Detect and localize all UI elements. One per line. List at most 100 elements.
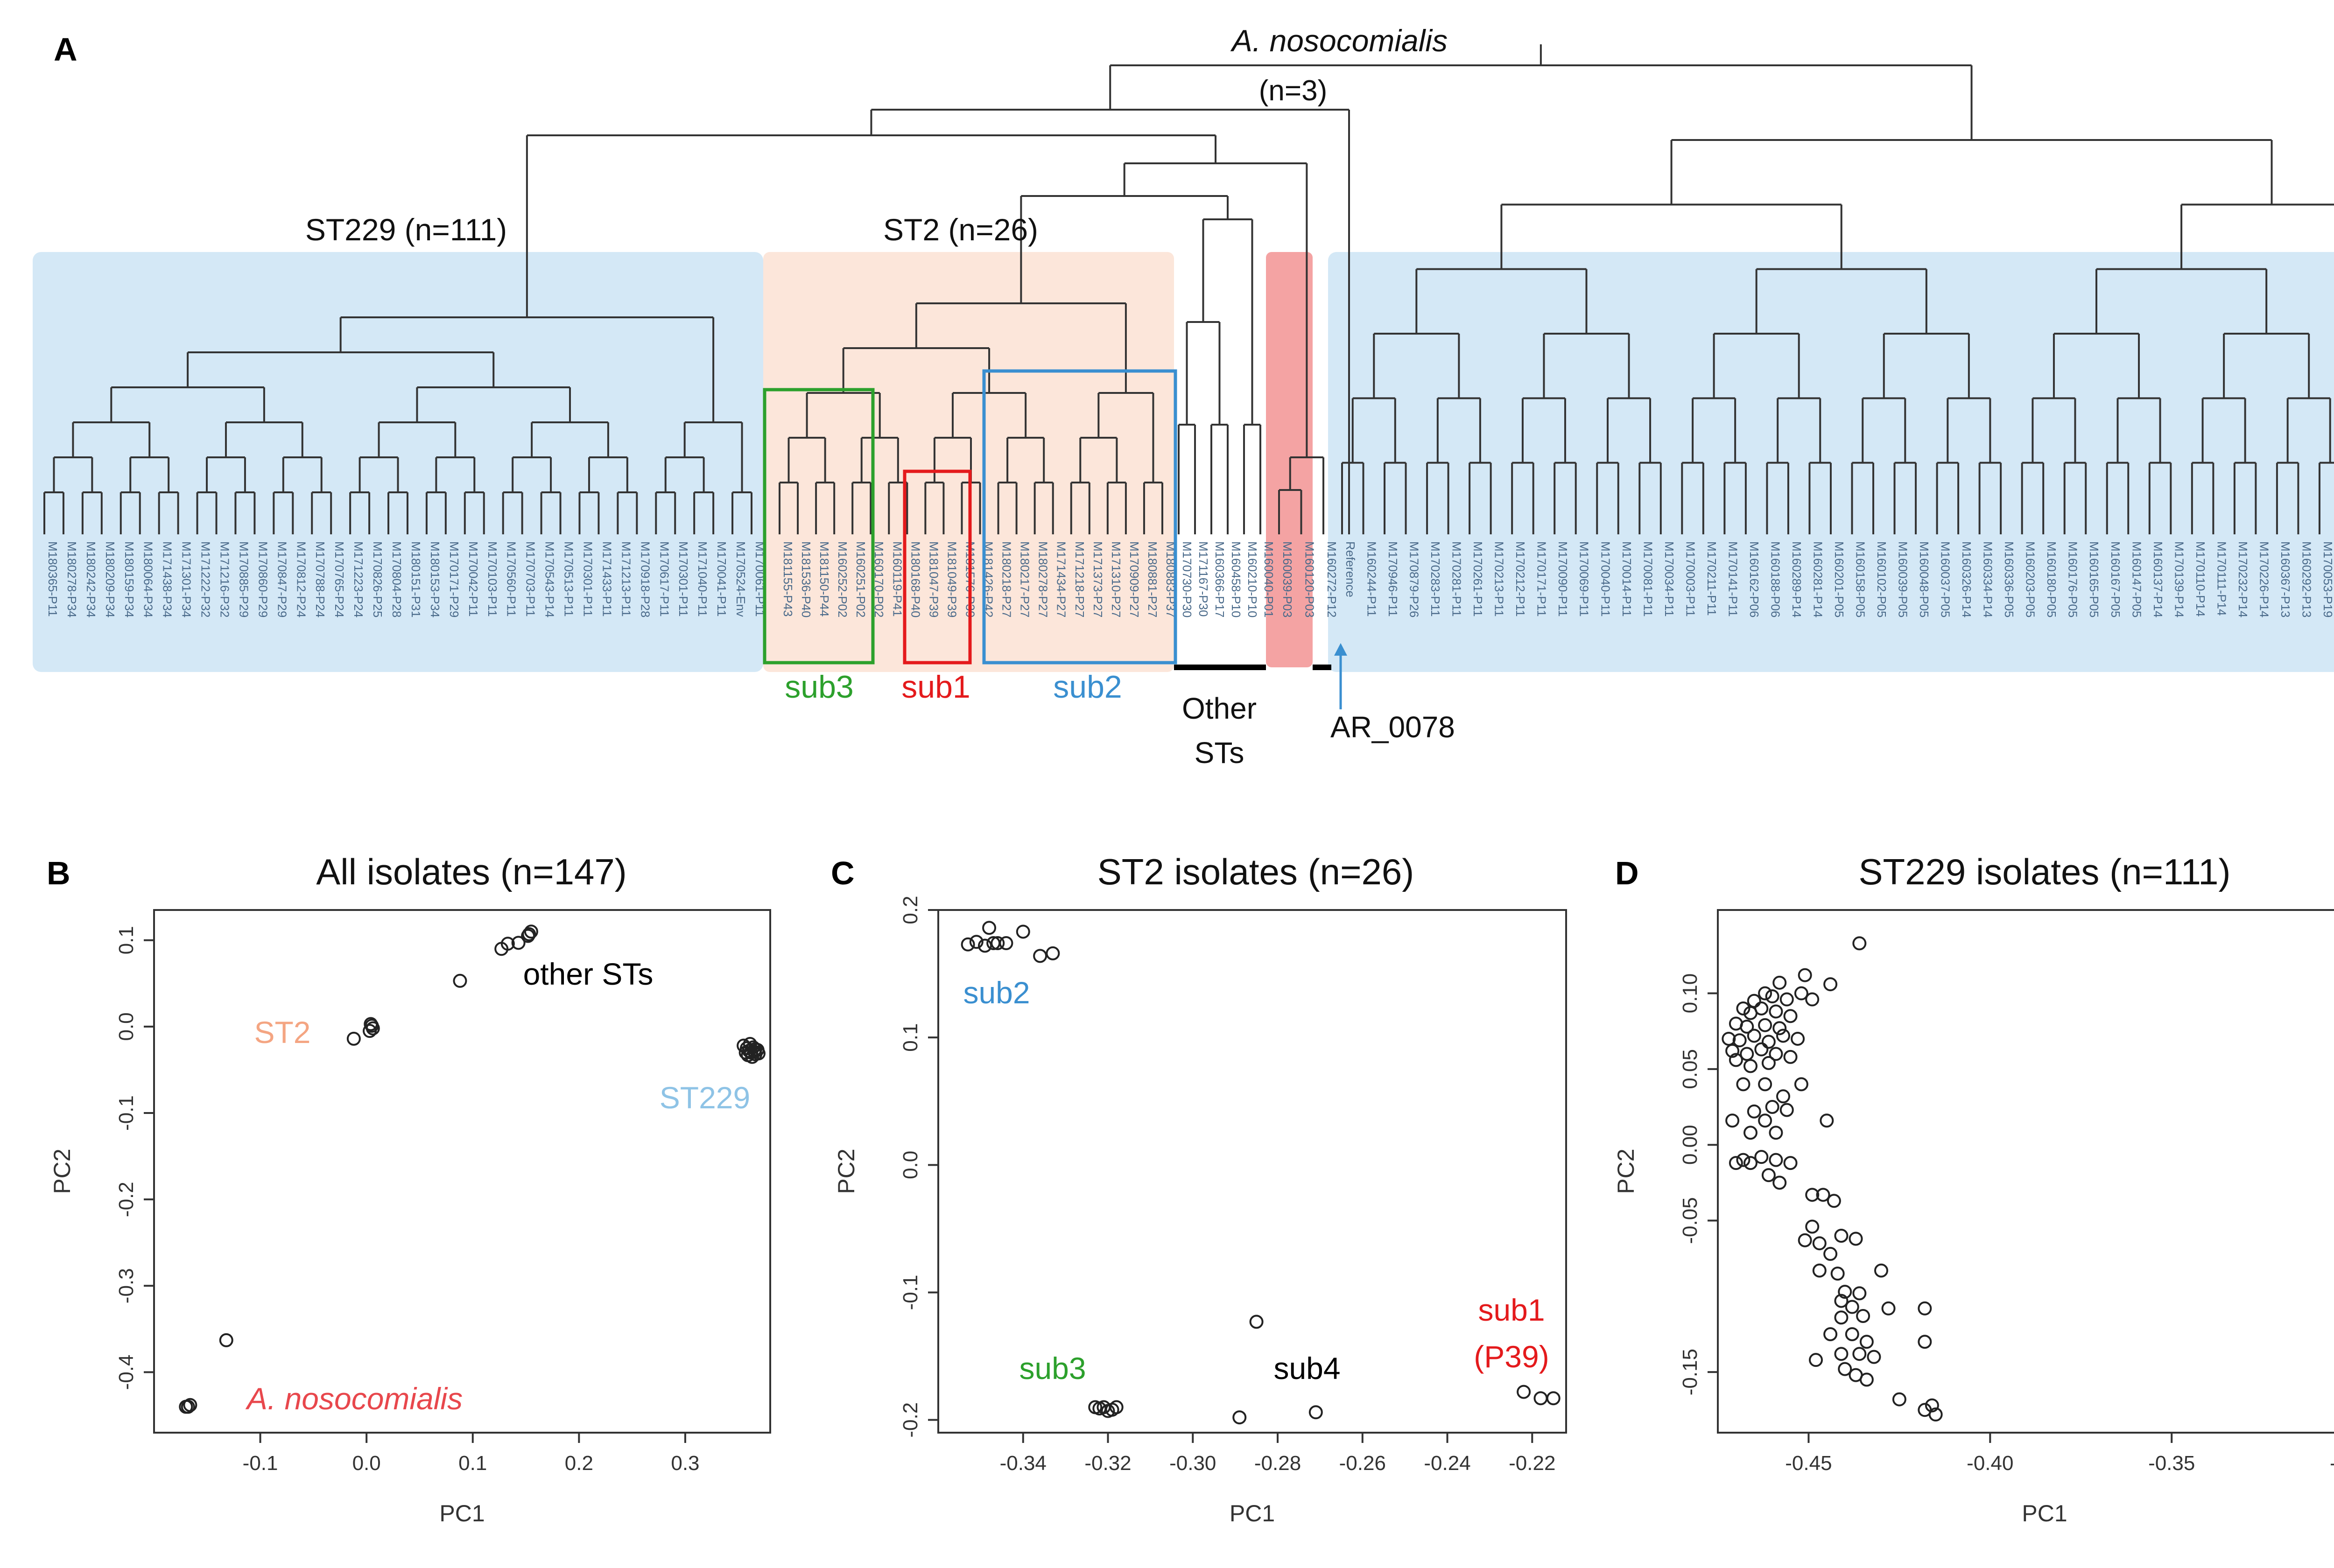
tip-st2-label: M170909-P27 bbox=[1127, 541, 1141, 617]
panel-d-point bbox=[1823, 977, 1838, 992]
panel-d-point bbox=[1845, 1327, 1859, 1341]
tip-st229-right-label: M160292-P13 bbox=[2299, 541, 2313, 617]
panel-d-x-tick-label: -0.30 bbox=[2330, 1452, 2334, 1475]
panel-c-point bbox=[1308, 1405, 1323, 1420]
panel-c-plot-frame bbox=[937, 909, 1567, 1434]
panel-d-point bbox=[1918, 1335, 1932, 1349]
panel-d-point bbox=[1838, 1362, 1852, 1376]
tip-st229-left-label: M170765-P24 bbox=[332, 541, 346, 617]
panel-b-point bbox=[511, 936, 526, 950]
ar-0078-label: AR_0078 bbox=[1330, 710, 1455, 744]
tip-st229-right-label: M160367-P13 bbox=[2278, 541, 2292, 617]
panel-c-title: ST2 isolates (n=26) bbox=[1097, 851, 1414, 892]
panel-d-plot-frame bbox=[1717, 909, 2334, 1434]
panel-d-point bbox=[1769, 1004, 1783, 1019]
tip-st229-right-label: M160039-P05 bbox=[1896, 541, 1910, 617]
panel-c-point bbox=[991, 936, 1005, 951]
panel-d-letter: D bbox=[1615, 855, 1639, 891]
panel-c-point bbox=[1033, 949, 1047, 963]
tip-st229-left-label: M170804-P28 bbox=[390, 541, 404, 617]
tip-st2-label: M171373-P27 bbox=[1091, 541, 1105, 617]
tip-st229-left-label: M170703-P11 bbox=[524, 541, 538, 616]
tip-st2-label: M171218-P27 bbox=[1073, 541, 1087, 617]
panel-b-scatter: B All isolates (n=147) -0.1 0.0 0.1 0.2 0.3 0… bbox=[47, 851, 771, 1526]
panel-b-y-tick-label: -0.3 bbox=[115, 1268, 138, 1303]
panel-d-point bbox=[1754, 1042, 1769, 1057]
panel-d-point bbox=[1834, 1310, 1849, 1325]
panel-d-y-tick-label: 0.00 bbox=[1679, 1125, 1701, 1165]
tip-st229-right-label: M170212-P11 bbox=[1513, 541, 1527, 616]
panel-b-y-tick-label: 0.1 bbox=[115, 926, 138, 954]
sub2-box bbox=[982, 369, 1177, 665]
panel-d-point bbox=[1772, 1176, 1787, 1190]
label-st2: ST2 bbox=[254, 1015, 310, 1050]
panel-d-point bbox=[1834, 1347, 1849, 1361]
tip-st229-left-label: M170301-P11 bbox=[676, 541, 690, 616]
panel-d-point bbox=[1809, 1353, 1823, 1367]
panel-c-point bbox=[982, 921, 997, 935]
panel-b-plot-frame bbox=[153, 909, 771, 1434]
tip-st229-right-label: M160201-P05 bbox=[1832, 541, 1846, 617]
panel-d-point bbox=[1805, 1219, 1820, 1234]
tip-red-label: M160120-P03 bbox=[1303, 541, 1317, 617]
tip-st229-right-label: M160334-P14 bbox=[1981, 541, 1995, 617]
sub3-label: sub3 bbox=[785, 669, 853, 705]
tip-st229-right-label: M170879-P26 bbox=[1407, 541, 1421, 617]
tip-st229-right-label: M160326-P14 bbox=[1960, 541, 1974, 617]
panel-b-plot: -0.1 0.0 0.1 0.2 0.3 0.1 0.0 -0.1 -0.2 -0.3 -0.4 PC… bbox=[49, 909, 771, 1526]
tip-st229-left-label: M171222-P32 bbox=[199, 541, 213, 617]
tip-st229-right-label: M170014-P11 bbox=[1620, 541, 1634, 616]
panel-c-y-axis-label: PC2 bbox=[833, 1148, 859, 1194]
panel-d-point bbox=[1874, 1263, 1888, 1278]
panel-d-point bbox=[1743, 1156, 1758, 1170]
panel-d-x-tick-label: -0.45 bbox=[1785, 1452, 1832, 1475]
tip-st2-label: M180881-P27 bbox=[1146, 541, 1160, 617]
panel-c-y-tick-label: 0.0 bbox=[899, 1151, 922, 1179]
tip-st229-left-label: M170885-P29 bbox=[237, 541, 251, 617]
tip-st229-left-label: M170513-P11 bbox=[562, 541, 576, 616]
nosocomialis-count: (n=3) bbox=[1259, 75, 1327, 107]
panel-b-point bbox=[219, 1333, 233, 1347]
panel-b-title: All isolates (n=147) bbox=[316, 851, 627, 892]
panel-d-point bbox=[1765, 1100, 1779, 1114]
panel-d-point bbox=[1845, 1300, 1859, 1314]
panel-c-point bbox=[1546, 1391, 1561, 1406]
panel-d-point bbox=[1772, 1021, 1787, 1036]
tip-st229-right-label: M160336-P05 bbox=[2002, 541, 2016, 617]
tip-st229-left-label: M171213-P11 bbox=[619, 541, 633, 616]
tip-st229-left-label: M180159-P34 bbox=[122, 541, 136, 617]
panel-d-y-tick-label: -0.15 bbox=[1679, 1349, 1701, 1395]
panel-d-point bbox=[1747, 1029, 1761, 1043]
panel-c-x-axis-label: PC1 bbox=[1230, 1500, 1275, 1526]
tip-st229-left-label: M170860-P29 bbox=[256, 541, 270, 617]
panel-d-point bbox=[1743, 1059, 1758, 1073]
tip-st229-right-label: M170141-P11 bbox=[1726, 541, 1740, 616]
panel-d-point bbox=[1754, 1150, 1769, 1164]
panel-d-point bbox=[1805, 1188, 1820, 1202]
tip-st229-left-label: M180151-P31 bbox=[409, 541, 423, 617]
panel-b-point bbox=[181, 1400, 195, 1414]
panel-d-point bbox=[1779, 992, 1794, 1007]
tip-st2-label: M160119-P41 bbox=[890, 541, 904, 616]
panel-c-x-tick-label: -0.28 bbox=[1254, 1452, 1301, 1475]
tip-st229-right-label: Reference bbox=[1343, 541, 1357, 597]
label-sub1: sub1 bbox=[1478, 1293, 1545, 1327]
tip-st229-right-label: M170040-P11 bbox=[1598, 541, 1612, 616]
panel-c-letter: C bbox=[831, 855, 855, 891]
panel-d-point bbox=[1769, 1047, 1783, 1061]
tip-st229-right-label: M160048-P05 bbox=[1917, 541, 1931, 617]
st2-background bbox=[763, 252, 1174, 672]
panel-d-point bbox=[1776, 1089, 1790, 1104]
tip-st229-right-label: M170111-P14 bbox=[2214, 541, 2229, 616]
panel-c-point bbox=[969, 935, 984, 949]
panel-d-point bbox=[1772, 975, 1787, 990]
panel-d-point bbox=[1852, 1347, 1867, 1361]
panel-d-point bbox=[1794, 1077, 1808, 1092]
tip-st2-label: M180218-P27 bbox=[1000, 541, 1014, 617]
tip-st229-right-label: M170232-P14 bbox=[2236, 541, 2250, 617]
panel-d-point bbox=[1820, 1113, 1834, 1128]
panel-d-point bbox=[1849, 1232, 1863, 1246]
panel-d-plot: -0.45 -0.40 -0.35 -0.30 0.10 0.05 0.00 -0.05 -0.… bbox=[1613, 909, 2334, 1526]
panel-b-y-axis-label: PC2 bbox=[49, 1148, 75, 1194]
other-sts-label: Other bbox=[1182, 692, 1257, 725]
